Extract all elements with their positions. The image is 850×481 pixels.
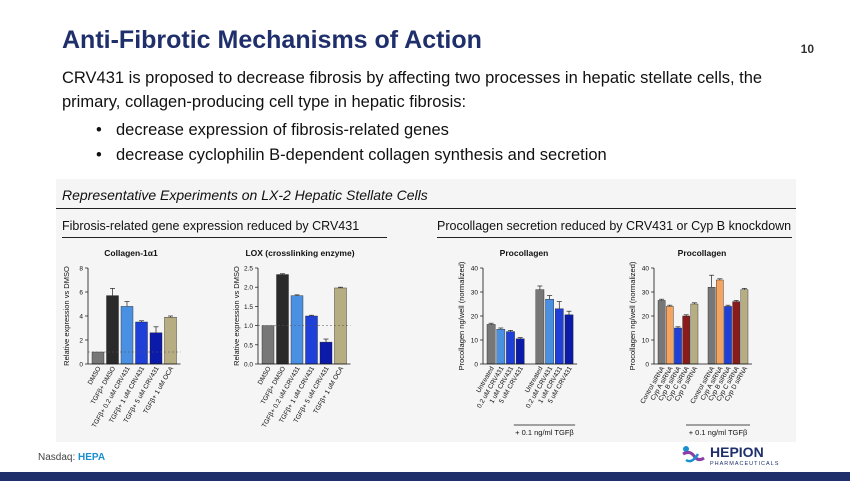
y-tick-label: 10 — [471, 338, 479, 345]
chart-bar — [261, 325, 275, 365]
footer-ticker: Nasdaq: HEPA — [38, 452, 105, 463]
chart-bar — [305, 315, 318, 365]
bullet-item: • decrease cyclophilin B-dependent collag… — [96, 146, 607, 164]
y-axis-label: Relative expression vs DMSO — [232, 266, 241, 366]
y-tick-label: 2.5 — [244, 266, 253, 273]
left-subtitle: Fibrosis-related gene expression reduced… — [62, 219, 360, 233]
panel-divider — [56, 208, 796, 209]
y-tick-label: 20 — [642, 314, 650, 321]
page-number: 10 — [800, 42, 814, 56]
chart-bar — [545, 299, 554, 365]
y-tick-label: 1.0 — [244, 323, 253, 330]
chart-bar — [674, 327, 682, 365]
y-tick-label: 0.5 — [244, 342, 253, 349]
chart-bar — [496, 328, 506, 365]
chart-bar — [657, 300, 666, 365]
company-logo: HEPION PHARMACEUTICALS — [680, 442, 800, 468]
y-tick-label: 0 — [79, 362, 83, 369]
chart-bar — [290, 295, 304, 365]
y-tick-label: 0 — [474, 362, 478, 369]
y-tick-label: 0.0 — [244, 362, 253, 369]
chart-bar — [564, 314, 574, 365]
y-tick-label: 1.5 — [244, 304, 253, 311]
chart-title: LOX (crosslinking enzyme) — [245, 248, 354, 258]
chart-bar — [732, 301, 740, 365]
chart-bar — [506, 331, 515, 365]
y-axis-label: Procollagen ng/well (normalized) — [628, 261, 637, 370]
chart-bar — [716, 279, 724, 365]
bullet-item: • decrease expression of fibrosis-related… — [96, 121, 449, 139]
chart-bar — [707, 287, 716, 365]
y-tick-label: 2 — [79, 338, 83, 345]
chart-bar — [690, 303, 699, 365]
panel-title: Representative Experiments on LX-2 Hepat… — [62, 187, 428, 203]
y-tick-label: 10 — [642, 338, 650, 345]
chart-bar — [106, 295, 119, 365]
y-tick-label: 0 — [645, 362, 649, 369]
chart-title: Procollagen — [500, 248, 549, 258]
chart-bar — [682, 315, 690, 365]
y-tick-label: 6 — [79, 290, 83, 297]
y-tick-label: 20 — [471, 314, 479, 321]
chart-bar — [319, 341, 333, 365]
bullet-text: decrease cyclophilin B-dependent collage… — [116, 146, 607, 164]
chart-bar — [724, 306, 732, 365]
group-label: + 0.1 ng/ml TGFβ — [515, 428, 574, 437]
y-tick-label: 40 — [642, 266, 650, 273]
chart-bar — [120, 306, 134, 365]
intro-text: CRV431 is proposed to decrease fibrosis … — [62, 69, 763, 111]
bullet-text: decrease expression of fibrosis-related … — [116, 121, 449, 139]
chart-bar — [666, 306, 674, 365]
chart-bar — [486, 324, 496, 365]
chart-bar — [334, 287, 347, 365]
bottom-bar — [0, 472, 850, 481]
y-tick-label: 8 — [79, 266, 83, 273]
chart-bar — [740, 289, 749, 365]
chart-bar — [135, 321, 148, 365]
group-label: + 0.1 ng/ml TGFβ — [689, 428, 748, 437]
y-tick-label: 30 — [642, 290, 650, 297]
footer-symbol: HEPA — [78, 452, 106, 463]
left-subtitle-rule — [62, 237, 387, 238]
slide-title: Anti-Fibrotic Mechanisms of Action — [62, 26, 482, 54]
chart-bar — [91, 351, 105, 365]
y-tick-label: 40 — [471, 266, 479, 273]
chart-bar — [164, 316, 177, 365]
chart-bar — [515, 338, 525, 365]
chart-title: Collagen-1α1 — [104, 248, 158, 258]
bullet-list: • decrease expression of fibrosis-related… — [96, 118, 607, 168]
chart-bar — [276, 274, 289, 365]
y-tick-label: 4 — [79, 314, 83, 321]
chart-bar — [149, 332, 163, 365]
y-tick-label: 2.0 — [244, 285, 253, 292]
footer-prefix: Nasdaq: — [38, 452, 76, 463]
chart-title: Procollagen — [678, 248, 727, 258]
logo-tagline: PHARMACEUTICALS — [710, 461, 779, 467]
logo-name: HEPION — [710, 444, 764, 460]
y-tick-label: 30 — [471, 290, 479, 297]
chart-bar — [555, 308, 564, 365]
right-subtitle-rule — [437, 237, 792, 238]
y-axis-label: Relative expression vs DMSO — [62, 266, 71, 366]
chart-bar — [535, 289, 545, 365]
y-axis-label: Procollagen ng/well (normalized) — [457, 261, 466, 370]
right-subtitle: Procollagen secretion reduced by CRV431 … — [437, 219, 792, 233]
logo-mark-icon: HEPION PHARMACEUTICALS — [682, 444, 779, 467]
